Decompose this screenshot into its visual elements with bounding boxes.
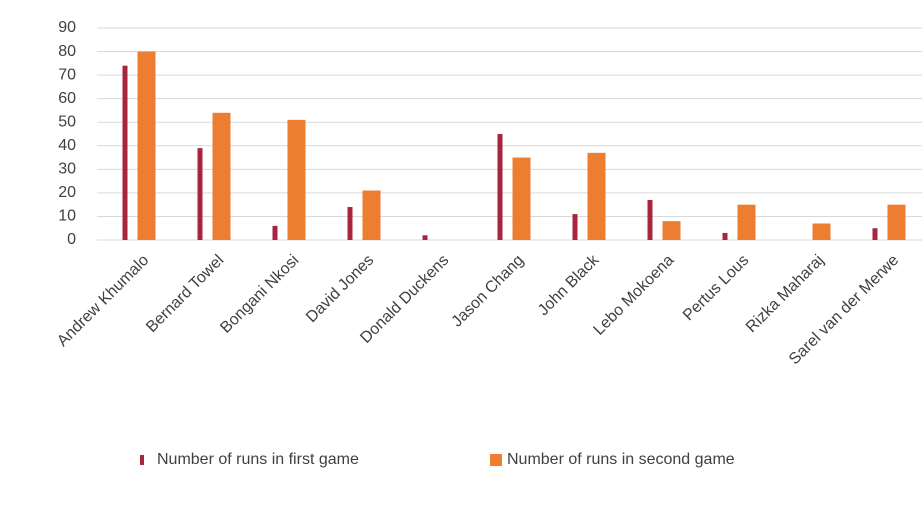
x-tick-label: David Jones bbox=[303, 252, 377, 326]
y-tick-label: 80 bbox=[58, 43, 76, 60]
legend-swatch bbox=[140, 455, 144, 465]
bar bbox=[572, 214, 578, 240]
x-tick-label: Andrew Khumalo bbox=[54, 252, 152, 350]
bar bbox=[122, 65, 128, 240]
x-tick-label: Bernard Towel bbox=[143, 252, 227, 336]
y-tick-label: 50 bbox=[58, 113, 76, 130]
bar bbox=[872, 228, 878, 240]
x-tick-label: Pertus Lous bbox=[680, 252, 752, 324]
bar bbox=[662, 221, 681, 240]
bar bbox=[137, 51, 156, 240]
legend-swatch bbox=[490, 454, 502, 466]
legend-label: Number of runs in first game bbox=[157, 451, 359, 468]
bar bbox=[362, 190, 381, 240]
y-tick-label: 10 bbox=[58, 208, 76, 225]
bar bbox=[347, 207, 353, 240]
bar bbox=[737, 204, 756, 240]
bar bbox=[497, 134, 503, 240]
bar bbox=[422, 235, 428, 240]
y-tick-label: 90 bbox=[58, 19, 76, 36]
bar bbox=[722, 232, 728, 240]
y-tick-label: 30 bbox=[58, 161, 76, 178]
x-tick-label: Rizka Maharaj bbox=[743, 252, 827, 336]
x-tick-label: Bongani Nkosi bbox=[217, 252, 302, 337]
x-tick-label: Lebo Mokoena bbox=[590, 252, 677, 339]
bar bbox=[812, 223, 831, 240]
bar bbox=[587, 152, 606, 240]
bar bbox=[887, 204, 906, 240]
y-tick-label: 40 bbox=[58, 137, 76, 154]
y-tick-label: 20 bbox=[58, 184, 76, 201]
y-tick-label: 60 bbox=[58, 90, 76, 107]
y-tick-label: 70 bbox=[58, 66, 76, 83]
x-tick-label: Jason Chang bbox=[449, 252, 528, 331]
bar bbox=[647, 199, 653, 240]
legend-label: Number of runs in second game bbox=[507, 451, 735, 468]
bar bbox=[197, 148, 203, 240]
bar bbox=[287, 119, 306, 240]
bar bbox=[212, 112, 231, 240]
y-tick-label: 0 bbox=[67, 231, 76, 248]
bar bbox=[512, 157, 531, 240]
x-tick-label: John Black bbox=[535, 251, 603, 319]
bar bbox=[272, 225, 278, 240]
